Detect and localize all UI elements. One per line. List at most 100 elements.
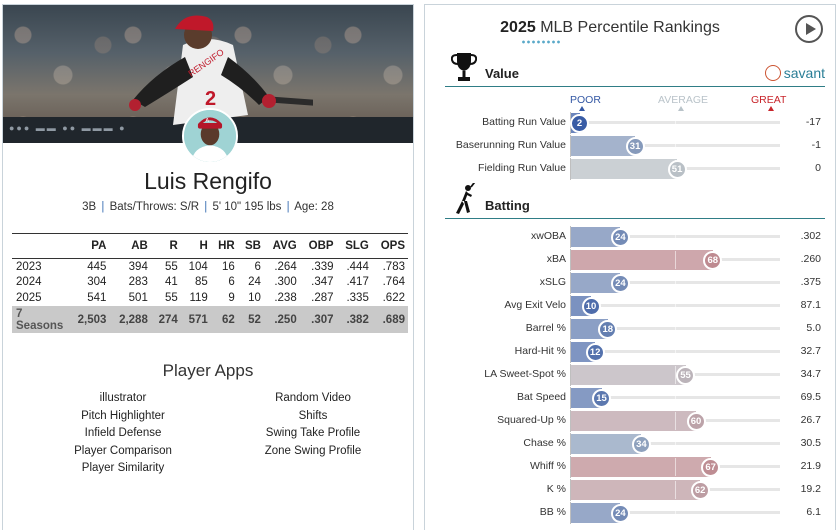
percentile-dot[interactable]: 51 <box>667 159 687 179</box>
stats-header-slg: SLG <box>336 233 372 259</box>
metric-row-barrel-pct: Barrel % 18 5.0 <box>445 318 825 340</box>
table-cell: 9 <box>228 291 235 304</box>
metric-label: xSLG <box>539 276 566 288</box>
metric-axis <box>570 502 571 524</box>
scale-arrow-great <box>768 106 774 111</box>
table-cell: 104 <box>188 260 208 273</box>
scale-arrow-average <box>678 106 684 111</box>
table-cell: 283 <box>128 276 148 289</box>
table-cell: 6 <box>254 260 261 273</box>
metric-axis <box>570 433 571 455</box>
savant-brand: savant <box>783 65 825 81</box>
metric-axis <box>570 318 571 340</box>
metric-midline <box>675 366 676 384</box>
metric-midline <box>675 481 676 499</box>
table-row: 2024 304 283 41 85 6 24 .300 .347 .417 .… <box>12 275 408 291</box>
table-cell: 55 <box>165 291 178 304</box>
app-link-shifts[interactable]: Shifts <box>298 409 328 422</box>
percentile-dot[interactable]: 15 <box>592 388 611 408</box>
metric-axis <box>570 249 571 271</box>
metric-label: Batting Run Value <box>482 116 566 128</box>
table-cell: 2023 <box>16 260 42 273</box>
percentile-bar <box>570 480 701 500</box>
percentile-dot[interactable]: 24 <box>610 503 630 523</box>
career-totals-row: 7 Seasons 2,503 2,288 274 571 62 52 .250… <box>12 305 408 334</box>
metric-axis <box>570 479 571 501</box>
metric-midline <box>675 504 676 522</box>
app-link-player-comparison[interactable]: Player Comparison <box>74 444 172 457</box>
rankings-title-year: 2025 <box>500 19 536 36</box>
jersey-number: 2 <box>205 88 216 110</box>
table-cell: 41 <box>165 276 178 289</box>
section-header-value: Value savant <box>445 53 825 87</box>
metric-value: 6.1 <box>806 506 821 518</box>
percentile-dot[interactable]: 2 <box>570 113 589 133</box>
stats-header-pa: PA <box>68 233 110 259</box>
app-link-infield-defense[interactable]: Infield Defense <box>84 427 162 439</box>
metric-row-xwoba: xwOBA 24 .302 <box>445 226 825 248</box>
table-cell: .622 <box>382 291 405 304</box>
percentile-dot[interactable]: 10 <box>581 296 601 316</box>
app-link-swing-take-profile[interactable]: Swing Take Profile <box>265 427 361 439</box>
percentile-dot[interactable]: 62 <box>690 480 710 500</box>
stats-header-row: PA AB R H HR SB AVG OBP SLG OPS <box>12 233 408 259</box>
metric-midline <box>675 435 676 453</box>
app-link-pitch-highlighter[interactable]: Pitch Highlighter <box>81 409 165 422</box>
percentile-dot[interactable]: 55 <box>676 365 695 385</box>
percentile-dot[interactable]: 12 <box>585 342 605 362</box>
percentile-dot[interactable]: 31 <box>625 136 645 156</box>
table-cell: 2025 <box>16 291 42 304</box>
bio-separator: | <box>204 201 208 213</box>
stats-header-sb: SB <box>237 233 264 259</box>
percentile-dot[interactable]: 68 <box>703 250 723 270</box>
rankings-title-text: MLB Percentile Rankings <box>535 19 720 36</box>
metric-value: 19.2 <box>800 483 821 495</box>
app-link-random-video[interactable]: Random Video <box>275 392 351 404</box>
percentile-bar <box>570 159 678 179</box>
metric-label: Chase % <box>523 437 566 449</box>
metric-axis <box>570 272 571 294</box>
table-cell: .300 <box>274 276 297 289</box>
batter-icon <box>456 183 476 214</box>
table-cell: 541 <box>87 291 107 304</box>
stats-header-r: R <box>150 233 181 259</box>
percentile-bar <box>570 250 713 270</box>
metric-row-fielding-run-value: Fielding Run Value 51 0 <box>445 158 825 180</box>
metric-value: .260 <box>800 253 821 265</box>
metric-value: .302 <box>800 230 821 242</box>
table-cell: 10 <box>248 291 261 304</box>
metric-row-baserunning-run-value: Baserunning Run Value 31 -1 <box>445 135 825 157</box>
metric-midline <box>675 251 676 269</box>
metric-label: K % <box>546 483 566 495</box>
metric-label: Whiff % <box>530 460 566 472</box>
batter-figure: RENGIFO 2 <box>129 15 313 125</box>
metric-row-whiff-pct: Whiff % 67 21.9 <box>445 456 825 478</box>
app-link-illustrator[interactable]: illustrator <box>99 392 147 404</box>
section-label-batting: Batting <box>485 198 530 213</box>
metric-label: BB % <box>539 506 566 518</box>
table-cell: 119 <box>189 291 208 304</box>
savant-logo[interactable]: savant <box>764 65 825 81</box>
percentile-dot[interactable]: 34 <box>631 434 651 454</box>
metric-midline <box>675 228 676 246</box>
player-action-photo: ●●● ▬▬ ●● ▬▬▬ ● RENGIFO 2 <box>3 5 413 143</box>
play-button[interactable] <box>795 15 823 43</box>
percentile-dot[interactable]: 60 <box>686 411 706 431</box>
table-cell: .307 <box>299 305 337 334</box>
app-link-player-similarity[interactable]: Player Similarity <box>81 462 165 474</box>
percentile-bar <box>570 365 686 385</box>
metric-value: 34.7 <box>800 368 821 380</box>
metric-midline <box>675 389 676 407</box>
app-link-zone-swing-profile[interactable]: Zone Swing Profile <box>264 444 362 457</box>
percentile-dot[interactable]: 67 <box>701 457 721 477</box>
table-cell: 394 <box>128 260 148 273</box>
percentile-dot[interactable]: 18 <box>598 319 618 339</box>
percentile-dot[interactable]: 24 <box>610 273 630 293</box>
percentile-dot[interactable]: 24 <box>610 227 630 247</box>
metric-label: Bat Speed <box>516 391 566 403</box>
table-cell: 2024 <box>16 276 42 289</box>
metric-row-hard-hit-pct: Hard-Hit % 12 32.7 <box>445 341 825 363</box>
trophy-icon <box>451 53 477 81</box>
metric-midline <box>675 297 676 315</box>
scale-label-average: AVERAGE <box>658 94 708 106</box>
